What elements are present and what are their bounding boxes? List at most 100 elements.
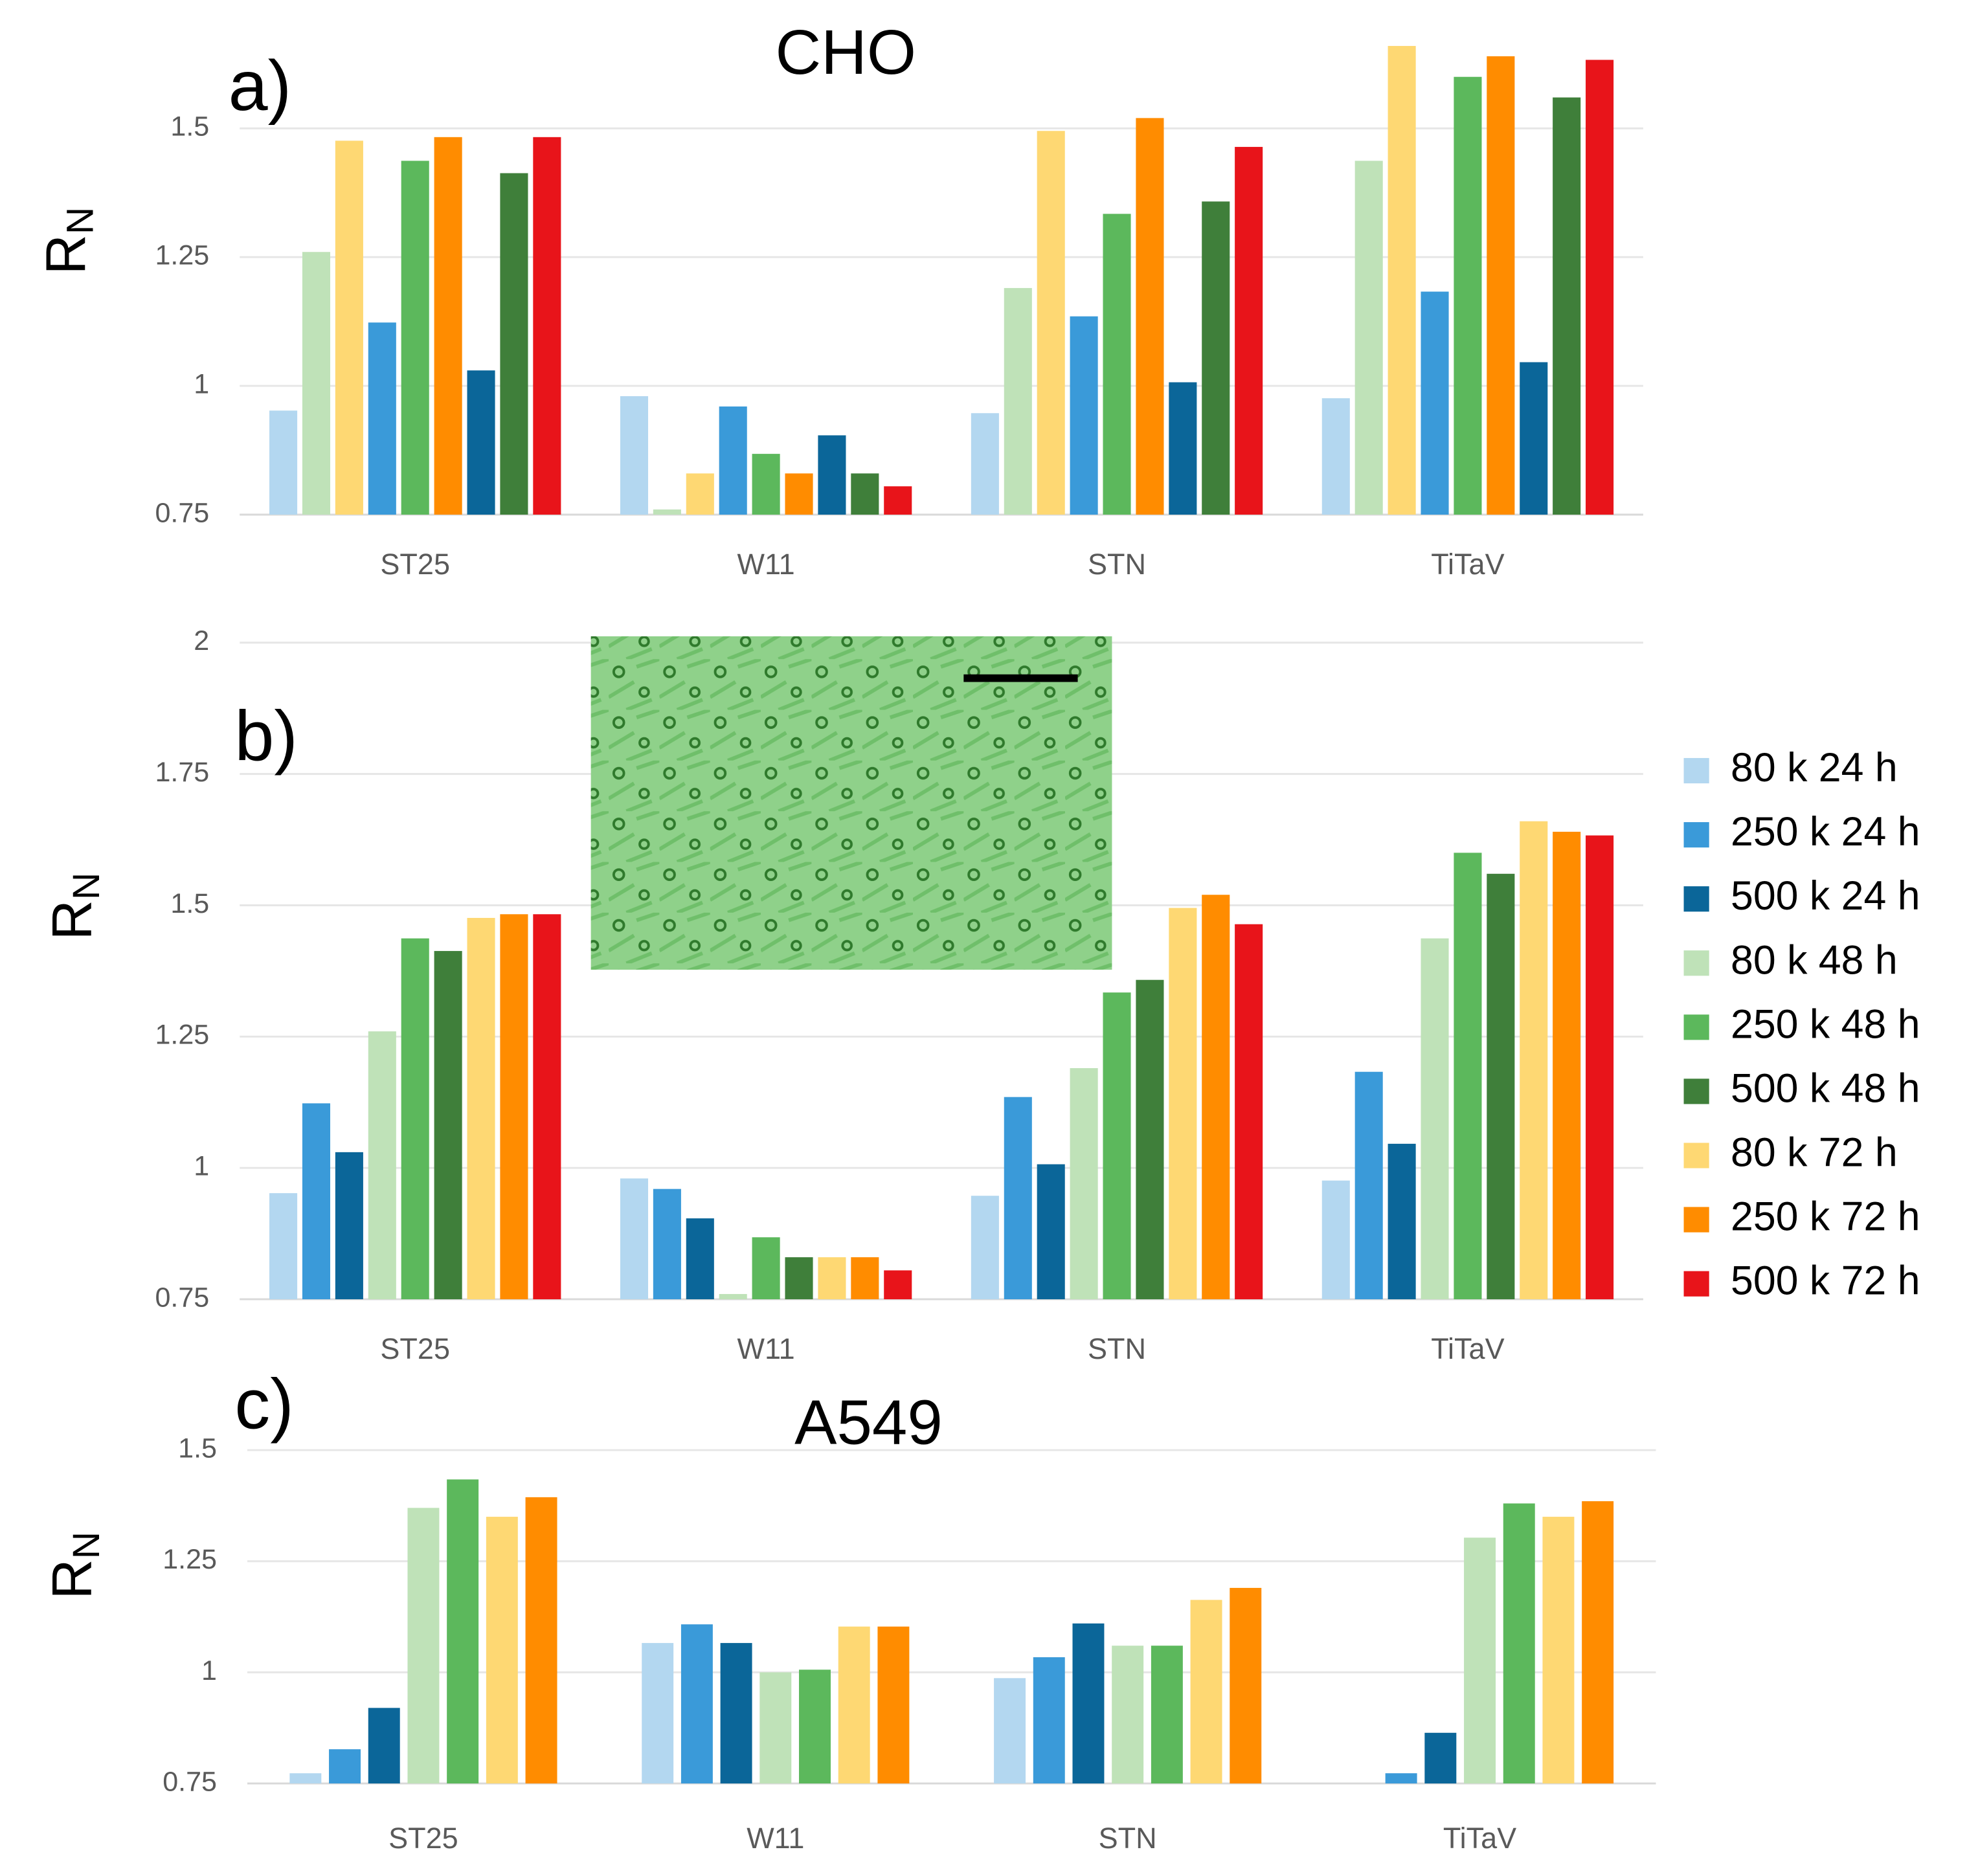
bar — [1103, 214, 1131, 515]
legend-swatch — [1683, 886, 1709, 912]
bar — [971, 1196, 999, 1300]
bar — [752, 454, 780, 515]
y-label-main: R — [35, 234, 97, 274]
bar — [302, 252, 331, 515]
y-tick-label: 1.25 — [155, 240, 209, 271]
bar — [1004, 287, 1032, 515]
bar — [1190, 1600, 1222, 1784]
bar — [467, 370, 495, 515]
bar — [1235, 146, 1263, 515]
x-tick-label: W11 — [747, 1822, 804, 1855]
bar — [851, 473, 879, 515]
bar — [533, 137, 561, 515]
bar — [1388, 1143, 1416, 1300]
bar — [335, 1152, 363, 1300]
bar — [785, 473, 813, 515]
bar — [434, 951, 462, 1300]
bar — [1037, 131, 1065, 515]
x-tick-label: STN — [1099, 1822, 1157, 1855]
bar — [884, 486, 912, 515]
bar — [1520, 362, 1548, 515]
y-tick-label: 1.25 — [155, 1020, 209, 1051]
y-axis-label: RN — [41, 1532, 107, 1600]
bar — [1354, 161, 1383, 515]
bar — [1202, 895, 1230, 1300]
bar — [851, 1257, 879, 1300]
bar — [1582, 1501, 1614, 1784]
bar — [838, 1626, 870, 1784]
bar — [1070, 316, 1098, 515]
legend-swatch — [1683, 1207, 1709, 1233]
bar — [1070, 1068, 1098, 1300]
bar — [719, 1293, 747, 1300]
bar — [368, 1031, 396, 1300]
bar — [335, 140, 363, 515]
legend-swatch — [1683, 1078, 1709, 1104]
y-label-main: R — [41, 1559, 103, 1599]
bar — [1553, 831, 1581, 1300]
bar — [500, 173, 528, 515]
y-label-sub: N — [65, 1532, 107, 1559]
panel-label: b) — [234, 697, 298, 776]
bar — [994, 1678, 1026, 1784]
bar — [799, 1669, 831, 1784]
y-tick-label: 1.75 — [155, 757, 209, 788]
legend-swatch — [1683, 757, 1709, 784]
legend-swatch — [1683, 1271, 1709, 1297]
legend-label: 500 k 48 h — [1731, 1066, 1920, 1111]
legend-swatch — [1683, 1014, 1709, 1040]
y-tick-label: 1.5 — [170, 111, 209, 142]
y-tick-label: 0.75 — [155, 497, 209, 528]
bar — [533, 914, 561, 1300]
chart-title: CHO — [775, 16, 916, 87]
x-tick-label: TiTaV — [1443, 1822, 1516, 1855]
bar — [1503, 1503, 1535, 1784]
bar — [1464, 1537, 1496, 1784]
bar — [1424, 1732, 1457, 1784]
y-tick-label: 2 — [194, 625, 209, 656]
bar — [1553, 97, 1581, 515]
panel-label: a) — [229, 47, 292, 126]
micrograph-inset — [590, 636, 1112, 970]
bar — [1169, 908, 1197, 1300]
bar — [302, 1103, 331, 1300]
bar — [686, 1218, 714, 1300]
bar — [1321, 398, 1350, 515]
legend-swatch — [1683, 1143, 1709, 1168]
bar — [680, 1624, 713, 1784]
x-tick-label: W11 — [737, 1332, 795, 1365]
y-tick-label: 1.5 — [178, 1433, 217, 1464]
bar — [1112, 1646, 1144, 1784]
bar — [719, 406, 747, 515]
bar — [877, 1626, 910, 1784]
bar — [368, 322, 396, 515]
bar — [329, 1749, 361, 1784]
bar — [486, 1517, 518, 1784]
y-tick-label: 1.25 — [163, 1544, 217, 1575]
bar — [620, 1178, 649, 1300]
x-tick-label: TiTaV — [1431, 548, 1504, 581]
legend-swatch — [1683, 822, 1709, 848]
micrograph — [590, 636, 1112, 970]
bar — [642, 1643, 674, 1784]
legend-label: 250 k 72 h — [1731, 1194, 1920, 1240]
bar — [1520, 821, 1548, 1300]
bar — [500, 914, 528, 1300]
x-tick-label: STN — [1088, 1332, 1146, 1365]
bar — [1103, 992, 1131, 1300]
y-tick-label: 1 — [194, 368, 209, 399]
bar — [971, 413, 999, 515]
x-tick-label: ST25 — [388, 1822, 458, 1855]
x-tick-label: W11 — [737, 548, 795, 581]
chart-title: A549 — [794, 1387, 943, 1458]
y-axis-label: RN — [41, 873, 107, 941]
bar — [407, 1508, 440, 1784]
bar — [269, 1193, 298, 1300]
bar — [818, 435, 846, 515]
bar — [686, 473, 714, 515]
legend-label: 80 k 72 h — [1731, 1130, 1898, 1176]
bar — [1235, 924, 1263, 1300]
legend-label: 250 k 24 h — [1731, 809, 1920, 854]
bar — [1487, 873, 1515, 1300]
y-tick-label: 0.75 — [163, 1766, 217, 1797]
